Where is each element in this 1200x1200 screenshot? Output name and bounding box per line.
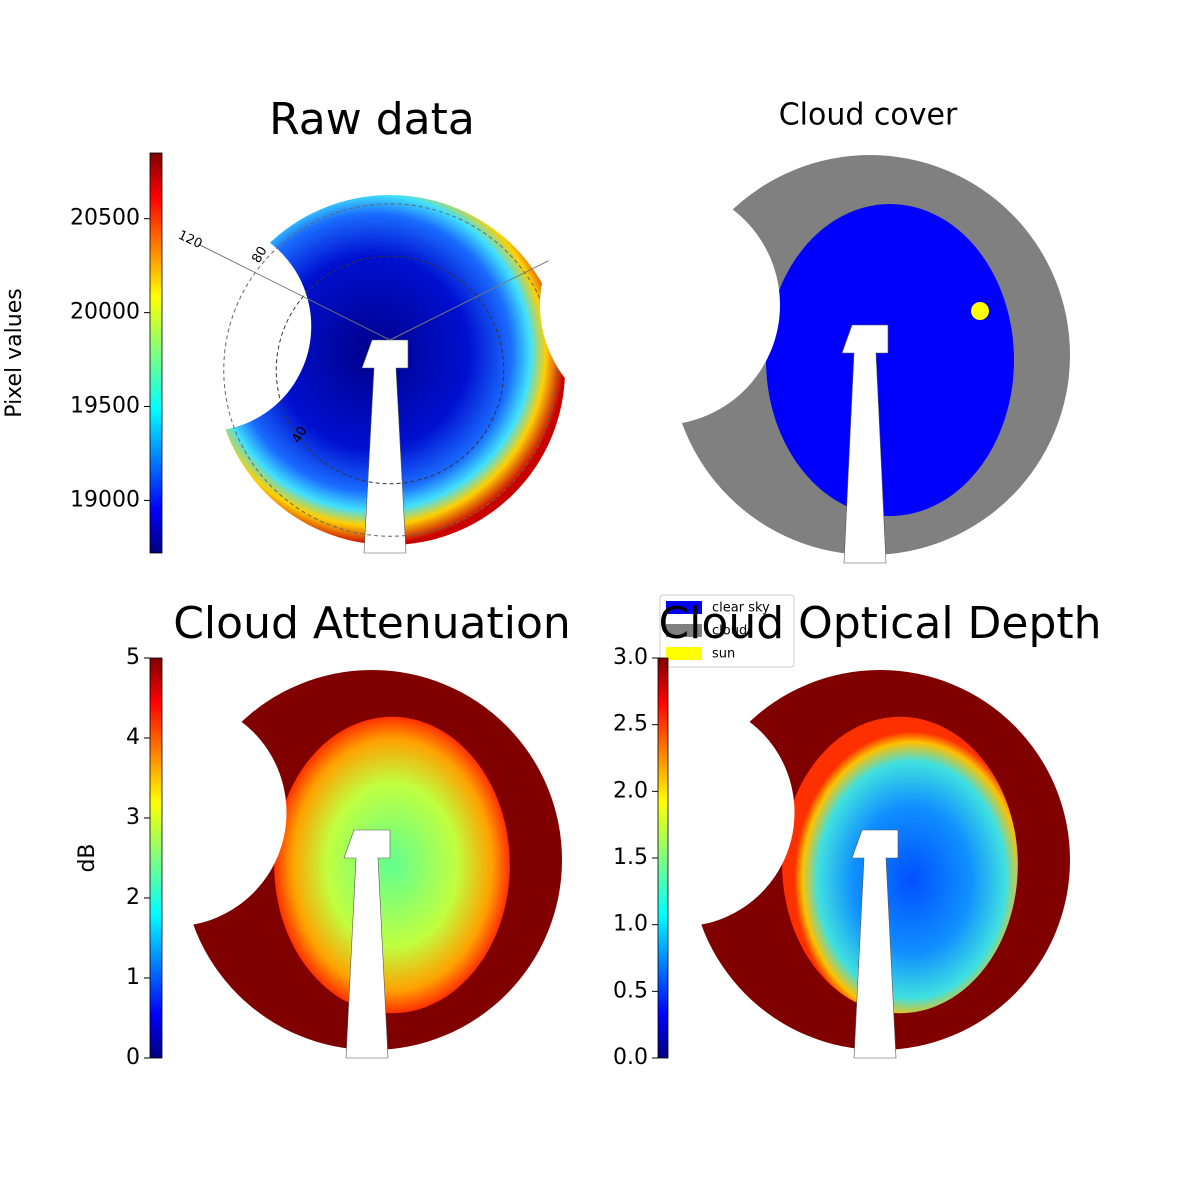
polar-label: 40 <box>289 424 310 446</box>
polar-label: 80 <box>249 244 270 266</box>
colorbar <box>657 657 669 1059</box>
sky-image <box>58 670 562 1059</box>
legend-swatch <box>666 601 702 614</box>
mast <box>851 829 899 1059</box>
colorbar-tick-label: 3.0 <box>613 645 648 670</box>
sky-region <box>274 716 510 1014</box>
legend-label: sun <box>712 647 735 662</box>
legend-label: cloud <box>712 624 747 639</box>
colorbar-tick-label: 0.5 <box>613 978 648 1003</box>
sky-region <box>782 716 1018 1014</box>
masked-region <box>566 698 795 927</box>
legend-swatch <box>666 647 702 660</box>
colorbar-tick-label: 1.0 <box>613 912 648 937</box>
sun-marker <box>971 302 989 320</box>
panel-title: Cloud cover <box>779 98 958 133</box>
polar-grid <box>223 203 557 537</box>
colorbar-tick-label: 19500 <box>70 394 140 419</box>
colorbar-tick-label: 5 <box>126 645 140 670</box>
colorbar-tick-label: 2 <box>126 885 140 910</box>
colorbar-tick-label: 1 <box>126 965 140 990</box>
panel-title: Cloud Optical Depth <box>658 598 1101 649</box>
polar-axis <box>199 244 391 341</box>
polar-grid <box>275 255 505 485</box>
mast <box>343 829 391 1059</box>
colorbar-tick-label: 19000 <box>70 487 140 512</box>
masked-region <box>540 185 780 425</box>
colorbar-tick-label: 20000 <box>70 300 140 325</box>
masked-region <box>58 698 287 927</box>
panel-title: Raw data <box>269 94 475 145</box>
panel-title: Cloud Attenuation <box>173 598 571 649</box>
mast <box>841 324 889 564</box>
colorbar <box>149 657 163 1059</box>
colorbar-tick-label: 2.5 <box>613 712 648 737</box>
legend-swatch <box>666 624 702 637</box>
polar-axis <box>389 249 571 341</box>
mast <box>361 339 409 554</box>
colorbar-tick-label: 1.5 <box>613 845 648 870</box>
colorbar-label: dB <box>75 843 100 872</box>
legend-label: clear sky <box>712 601 770 616</box>
colorbar-tick-label: 2.0 <box>613 778 648 803</box>
colorbar-tick-label: 3 <box>126 805 140 830</box>
colorbar-tick-label: 20500 <box>70 206 140 231</box>
colorbar <box>149 152 163 554</box>
colorbar-label: Pixel values <box>2 288 27 417</box>
sky-region <box>766 204 1014 516</box>
sky-image <box>540 155 1070 564</box>
colorbar-tick-label: 4 <box>126 725 140 750</box>
colorbar-tick-label: 0.0 <box>613 1045 648 1070</box>
sky-image <box>566 670 1070 1059</box>
colorbar-tick-label: 0 <box>126 1045 140 1070</box>
